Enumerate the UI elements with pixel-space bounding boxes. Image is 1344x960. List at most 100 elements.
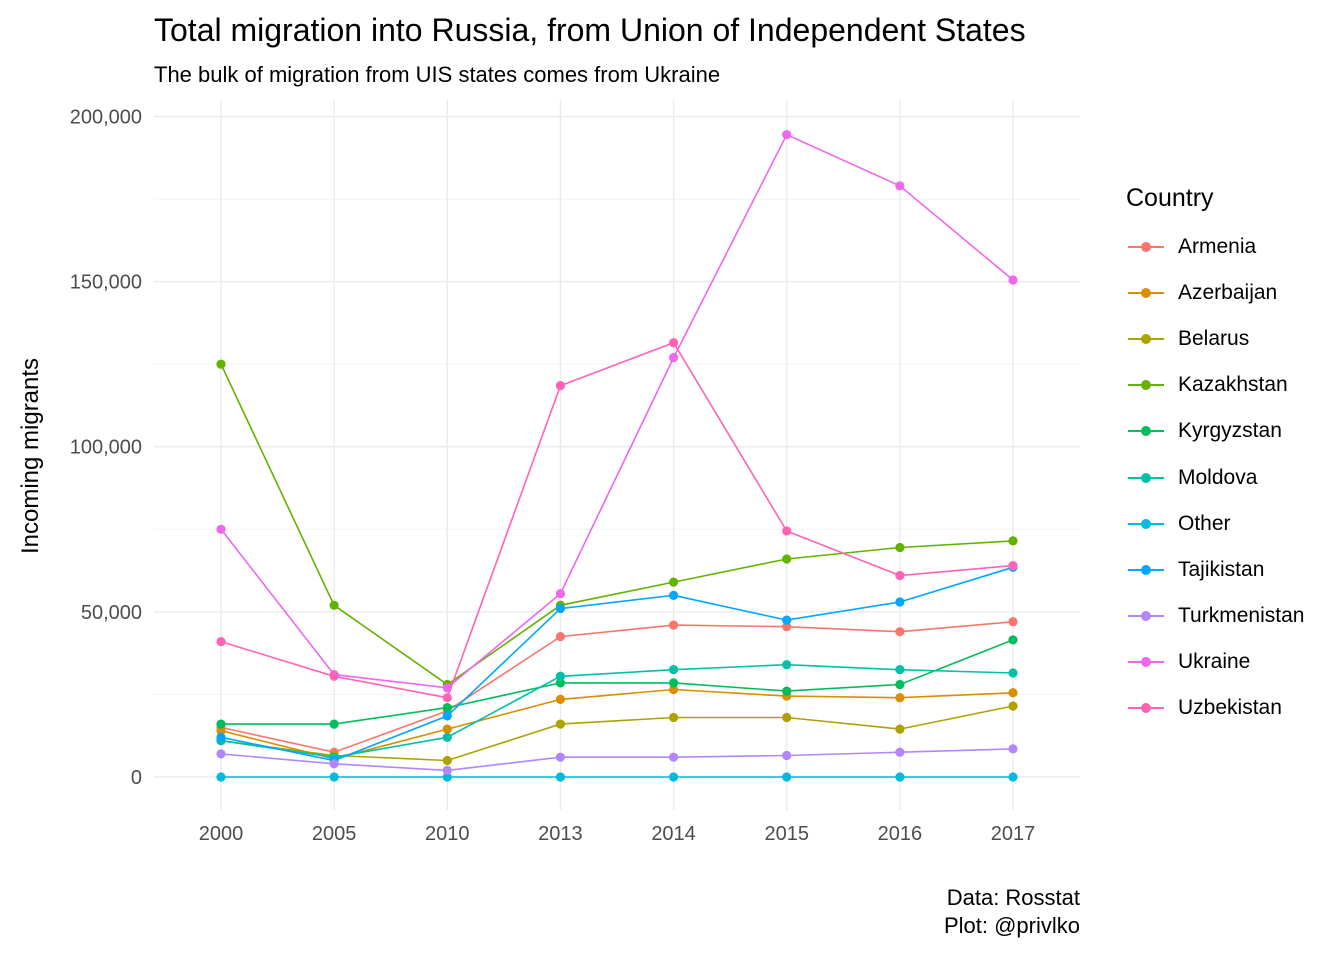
data-point-azerbaijan [895,693,905,703]
data-point-moldova [895,665,905,675]
legend-label: Other [1178,511,1231,535]
series-line-kazakhstan [220,363,1014,686]
legend-key-point [1141,472,1151,483]
series-line-ukraine [220,133,1014,689]
data-point-tajikistan [216,732,226,742]
y-tick-label: 50,000 [81,602,142,624]
data-point-uzbekistan [1008,561,1018,571]
caption: Data: Rosstat Plot: @privlko [944,884,1080,940]
data-point-tajikistan [555,603,566,614]
x-tick-label: 2013 [538,823,583,845]
legend-label: Moldova [1178,465,1258,489]
data-point-turkmenistan [329,759,339,769]
data-point-belarus [555,719,566,729]
series-line-azerbaijan [220,688,1014,760]
data-point-turkmenistan [895,747,905,757]
data-point-kyrgyzstan [668,678,679,688]
x-tick-label: 2000 [199,823,244,845]
legend-key-kazakhstan [1126,375,1166,395]
data-point-other [216,772,226,782]
chart-subtitle: The bulk of migration from UIS states co… [154,62,721,87]
x-tick-label: 2014 [651,823,696,845]
data-point-moldova [555,671,566,681]
series-kyrgyzstan [216,635,1018,729]
data-point-belarus [782,712,792,723]
data-point-belarus [895,724,905,734]
major-gridlines [154,100,1080,810]
data-point-moldova [1008,668,1018,678]
legend-key-moldova [1126,468,1166,488]
data-point-uzbekistan [555,381,566,391]
data-point-armenia [1008,617,1018,627]
legend-item-azerbaijan: Azerbaijan [1126,270,1336,316]
legend-label: Kazakhstan [1178,373,1288,397]
series-ukraine [216,130,1018,693]
legend-item-turkmenistan: Turkmenistan [1126,593,1336,639]
series-line-moldova [220,663,1014,759]
data-point-other [442,772,452,782]
x-tick-label: 2017 [991,823,1036,845]
data-point-azerbaijan [216,726,226,736]
legend-item-other: Other [1126,501,1336,547]
legend-item-kyrgyzstan: Kyrgyzstan [1126,408,1336,454]
legend-key-armenia [1126,237,1166,257]
legend-item-armenia: Armenia [1126,224,1336,270]
data-point-other [555,772,566,782]
data-point-tajikistan [895,597,905,607]
data-point-uzbekistan [216,636,226,647]
legend-key-point [1141,518,1151,529]
data-point-ukraine [895,181,905,191]
data-point-turkmenistan [216,749,226,759]
legend-item-uzbekistan: Uzbekistan [1126,685,1336,731]
series-belarus [216,701,1018,766]
data-point-uzbekistan [442,693,452,703]
data-point-tajikistan [442,711,452,721]
series-other [216,772,1018,782]
data-point-azerbaijan [442,724,452,734]
data-point-other [895,772,905,782]
x-axis-ticks: 2000 2005 2010 2013 2014 2015 2016 2017 [199,823,1036,845]
legend-label: Turkmenistan [1178,603,1305,627]
series-layer [216,130,1018,782]
legend-key-point [1141,426,1151,437]
data-point-armenia [555,632,566,642]
legend-key-point [1141,334,1151,345]
data-point-uzbekistan [782,526,792,536]
x-tick-label: 2010 [425,823,470,845]
legend-key-point [1141,610,1151,621]
legend-key-point [1141,242,1151,253]
y-tick-label: 150,000 [70,272,142,294]
legend-label: Tajikistan [1178,557,1265,581]
legend-key-point [1141,564,1151,575]
data-point-ukraine [782,130,792,140]
data-point-other [329,772,339,782]
legend-label: Armenia [1178,235,1257,259]
chart-title: Total migration into Russia, from Union … [154,12,1026,48]
data-point-kazakhstan [782,554,792,564]
data-point-kazakhstan [668,577,679,587]
data-point-turkmenistan [442,765,452,775]
data-point-other [1008,772,1018,782]
data-point-belarus [668,712,679,723]
legend-items: Armenia Azerbaijan Belarus Kazakhstan Kyrgyz… [1126,224,1336,731]
data-point-belarus [1008,701,1018,711]
data-point-tajikistan [782,615,792,625]
legend-key-uzbekistan [1126,698,1166,718]
series-line-turkmenistan [220,748,1014,772]
legend-item-kazakhstan: Kazakhstan [1126,362,1336,408]
legend-key-belarus [1126,329,1166,349]
legend-key-point [1141,380,1151,391]
legend-label: Ukraine [1178,649,1251,673]
legend-key-kyrgyzstan [1126,421,1166,441]
series-line-armenia [220,621,1014,754]
series-line-tajikistan [220,566,1014,762]
data-point-moldova [442,732,452,742]
legend-key-point [1141,288,1151,299]
series-kazakhstan [216,359,1018,690]
data-point-armenia [895,627,905,637]
data-point-belarus [442,755,452,766]
legend-label: Uzbekistan [1178,695,1282,719]
data-point-turkmenistan [668,752,679,762]
x-tick-label: 2015 [764,823,809,845]
